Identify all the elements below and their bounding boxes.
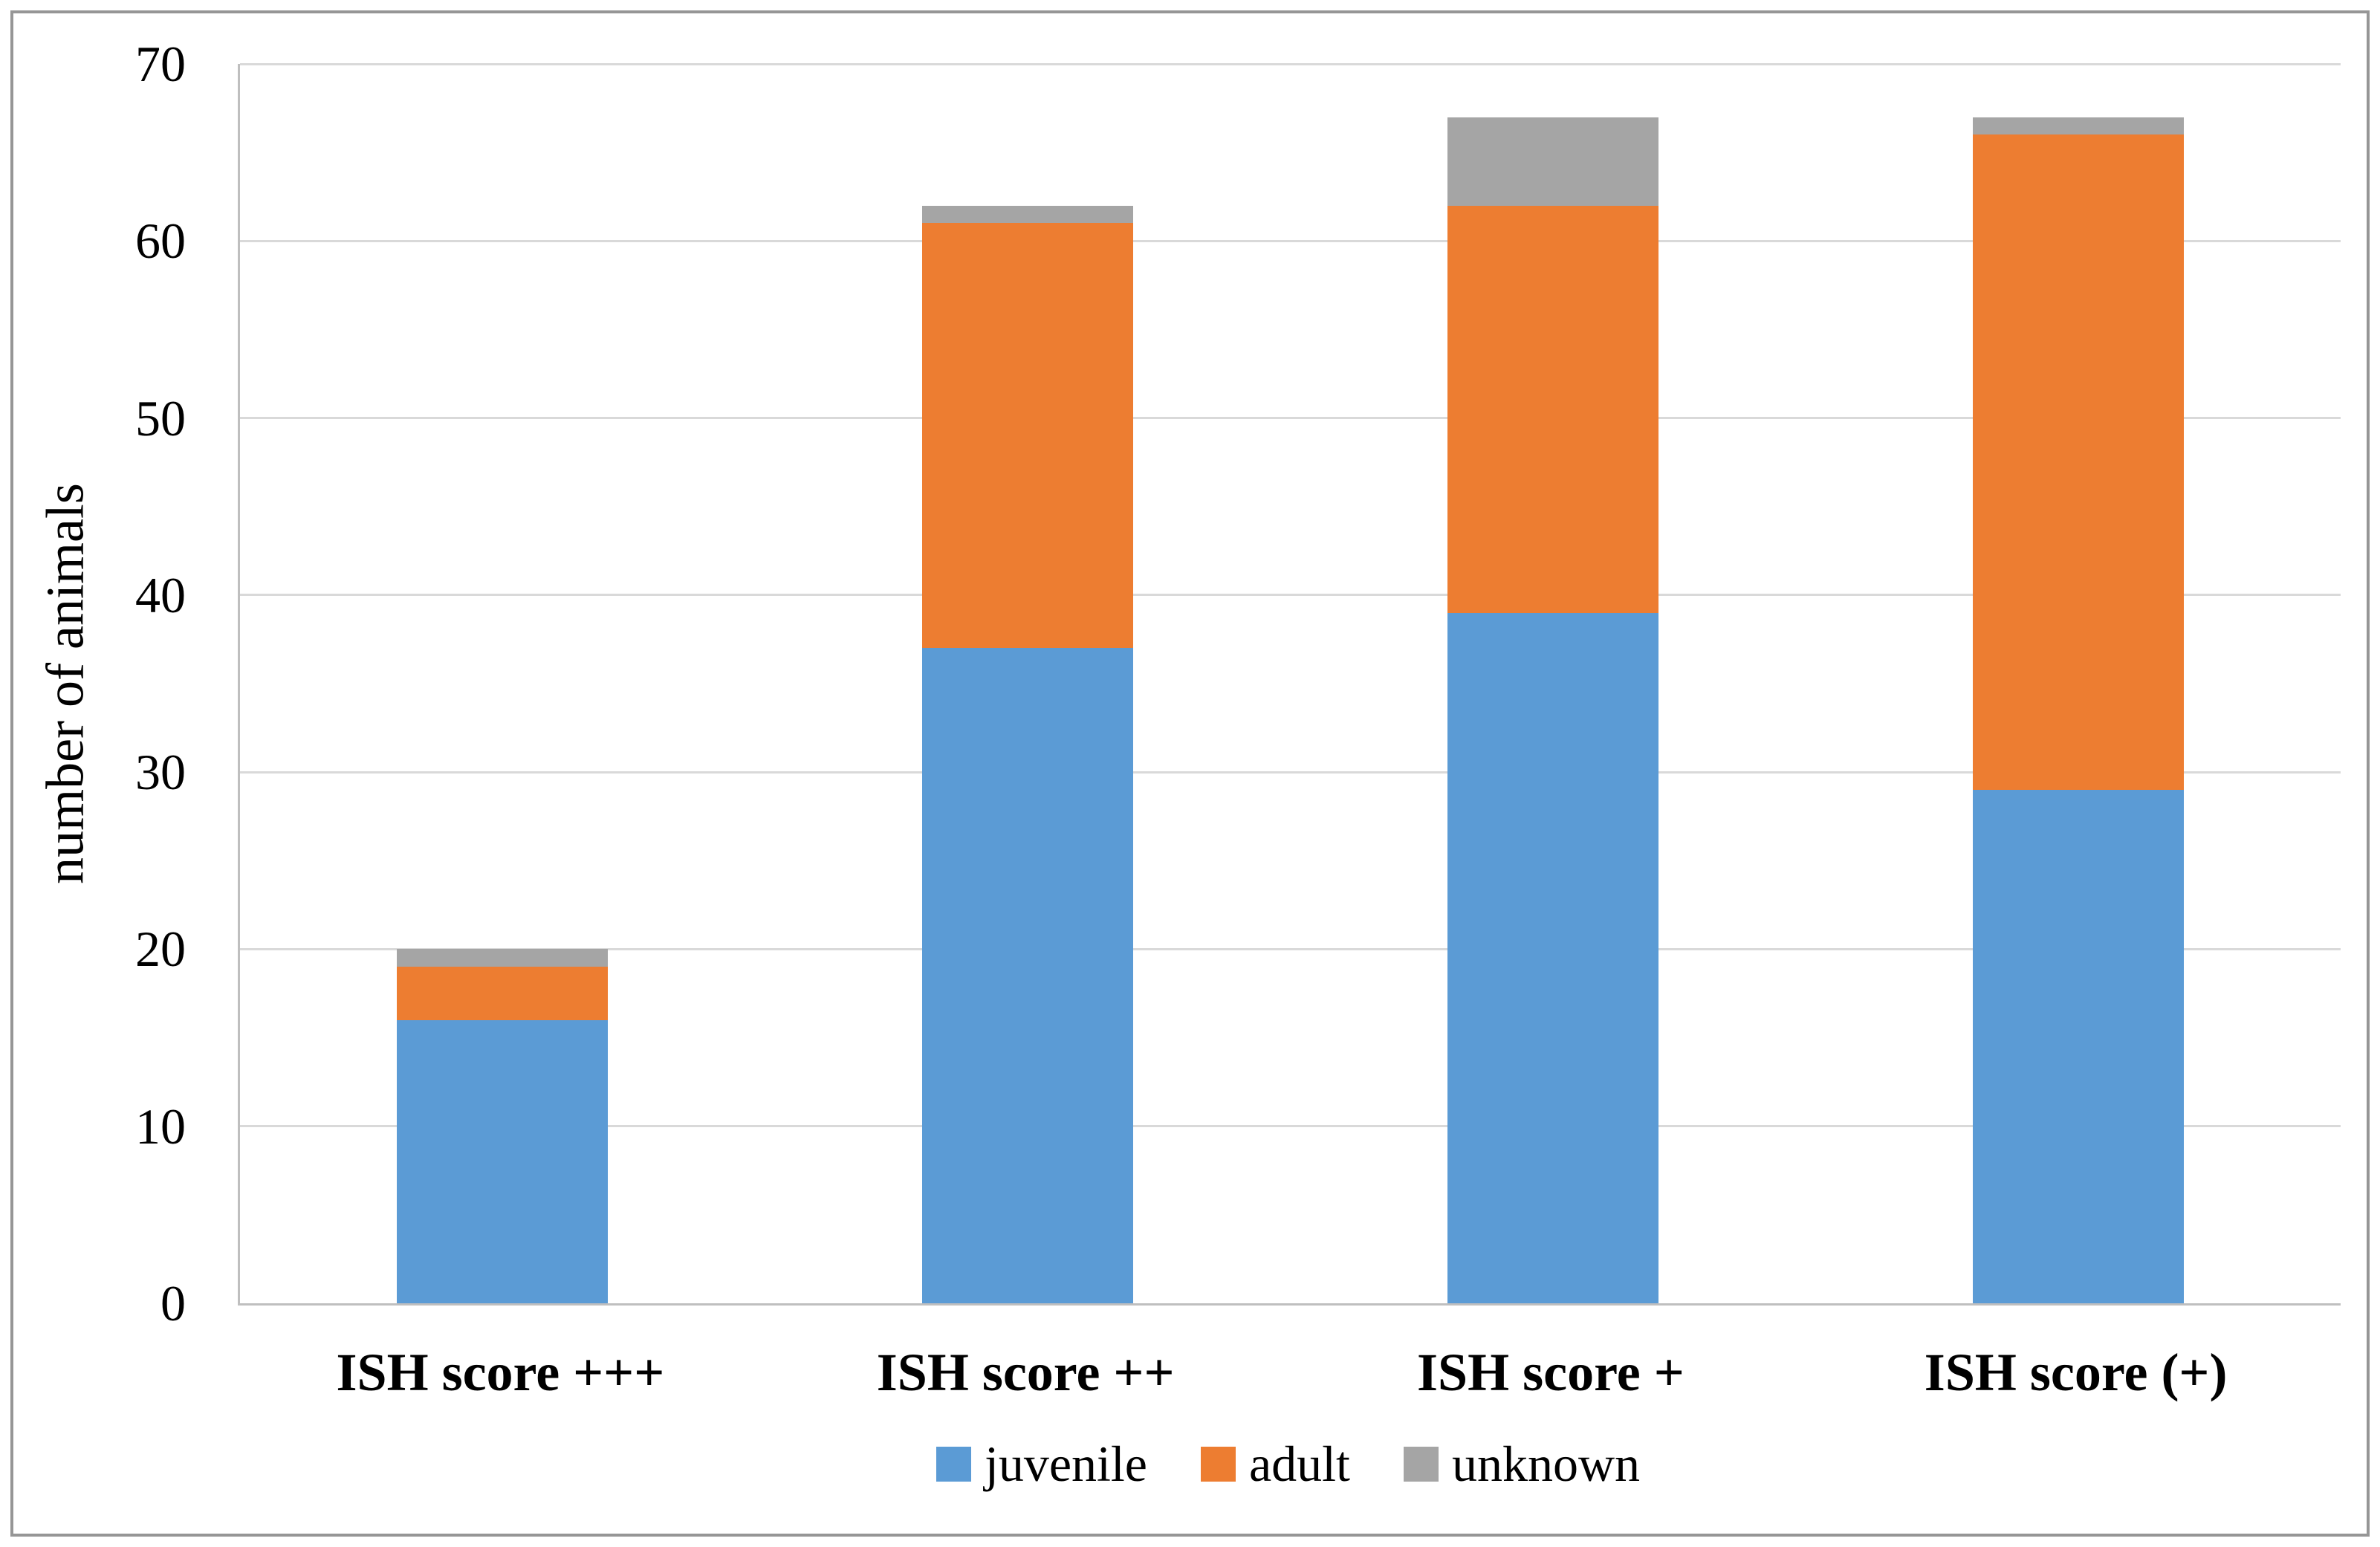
gridline-y-30 [240,771,2341,774]
bar-segment-juvenile-1 [397,1019,609,1303]
bar-segment-juvenile-2 [922,648,1134,1303]
bar-segment-adult-1 [397,967,609,1020]
figure-border [10,10,2370,1537]
bar-segment-juvenile-3 [1447,612,1658,1303]
x-category-label: ISH score ++ [876,1343,1175,1402]
plot-area [238,62,2341,1306]
legend-item-juvenile: juvenile [936,1439,1147,1489]
y-axis-title: number of animals [35,483,95,884]
y-tick-label: 10 [135,1097,186,1155]
bar-segment-unknown-1 [397,949,609,967]
bar-segment-unknown-4 [1972,117,2184,135]
bar-segment-unknown-2 [922,205,1134,224]
x-category-label: ISH score + [1417,1343,1685,1402]
legend-label: unknown [1451,1436,1641,1492]
gridline-y-70 [240,62,2341,65]
gridline-y-60 [240,239,2341,242]
legend-swatch-unknown [1403,1446,1439,1482]
gridline-y-40 [240,594,2341,597]
legend-swatch-juvenile [936,1446,971,1482]
bar-segment-adult-2 [922,223,1134,649]
legend-label: juvenile [984,1436,1147,1492]
gridline-y-10 [240,1125,2341,1128]
y-tick-label: 60 [135,213,186,270]
y-tick-label: 50 [135,389,186,447]
y-tick-label: 0 [160,1275,186,1332]
bar-segment-unknown-3 [1447,117,1658,206]
y-tick-label: 70 [135,36,186,92]
legend-swatch-adult [1200,1446,1236,1482]
bar-segment-juvenile-4 [1972,789,2184,1303]
x-category-label: ISH score +++ [336,1343,665,1402]
legend-item-unknown: unknown [1403,1436,1641,1492]
legend-item-adult: adult [1200,1436,1350,1492]
y-tick-label: 40 [135,566,186,623]
bar-segment-adult-4 [1972,134,2184,790]
gridline-y-50 [240,417,2341,420]
gridline-y-20 [240,947,2341,950]
y-tick-label: 30 [135,744,186,801]
legend-label: adult [1248,1436,1350,1492]
y-tick-label: 20 [135,921,186,978]
legend: juvenile adult unknown [238,1439,2338,1489]
x-category-label: ISH score (+) [1924,1343,2228,1402]
bar-segment-adult-3 [1447,205,1658,613]
